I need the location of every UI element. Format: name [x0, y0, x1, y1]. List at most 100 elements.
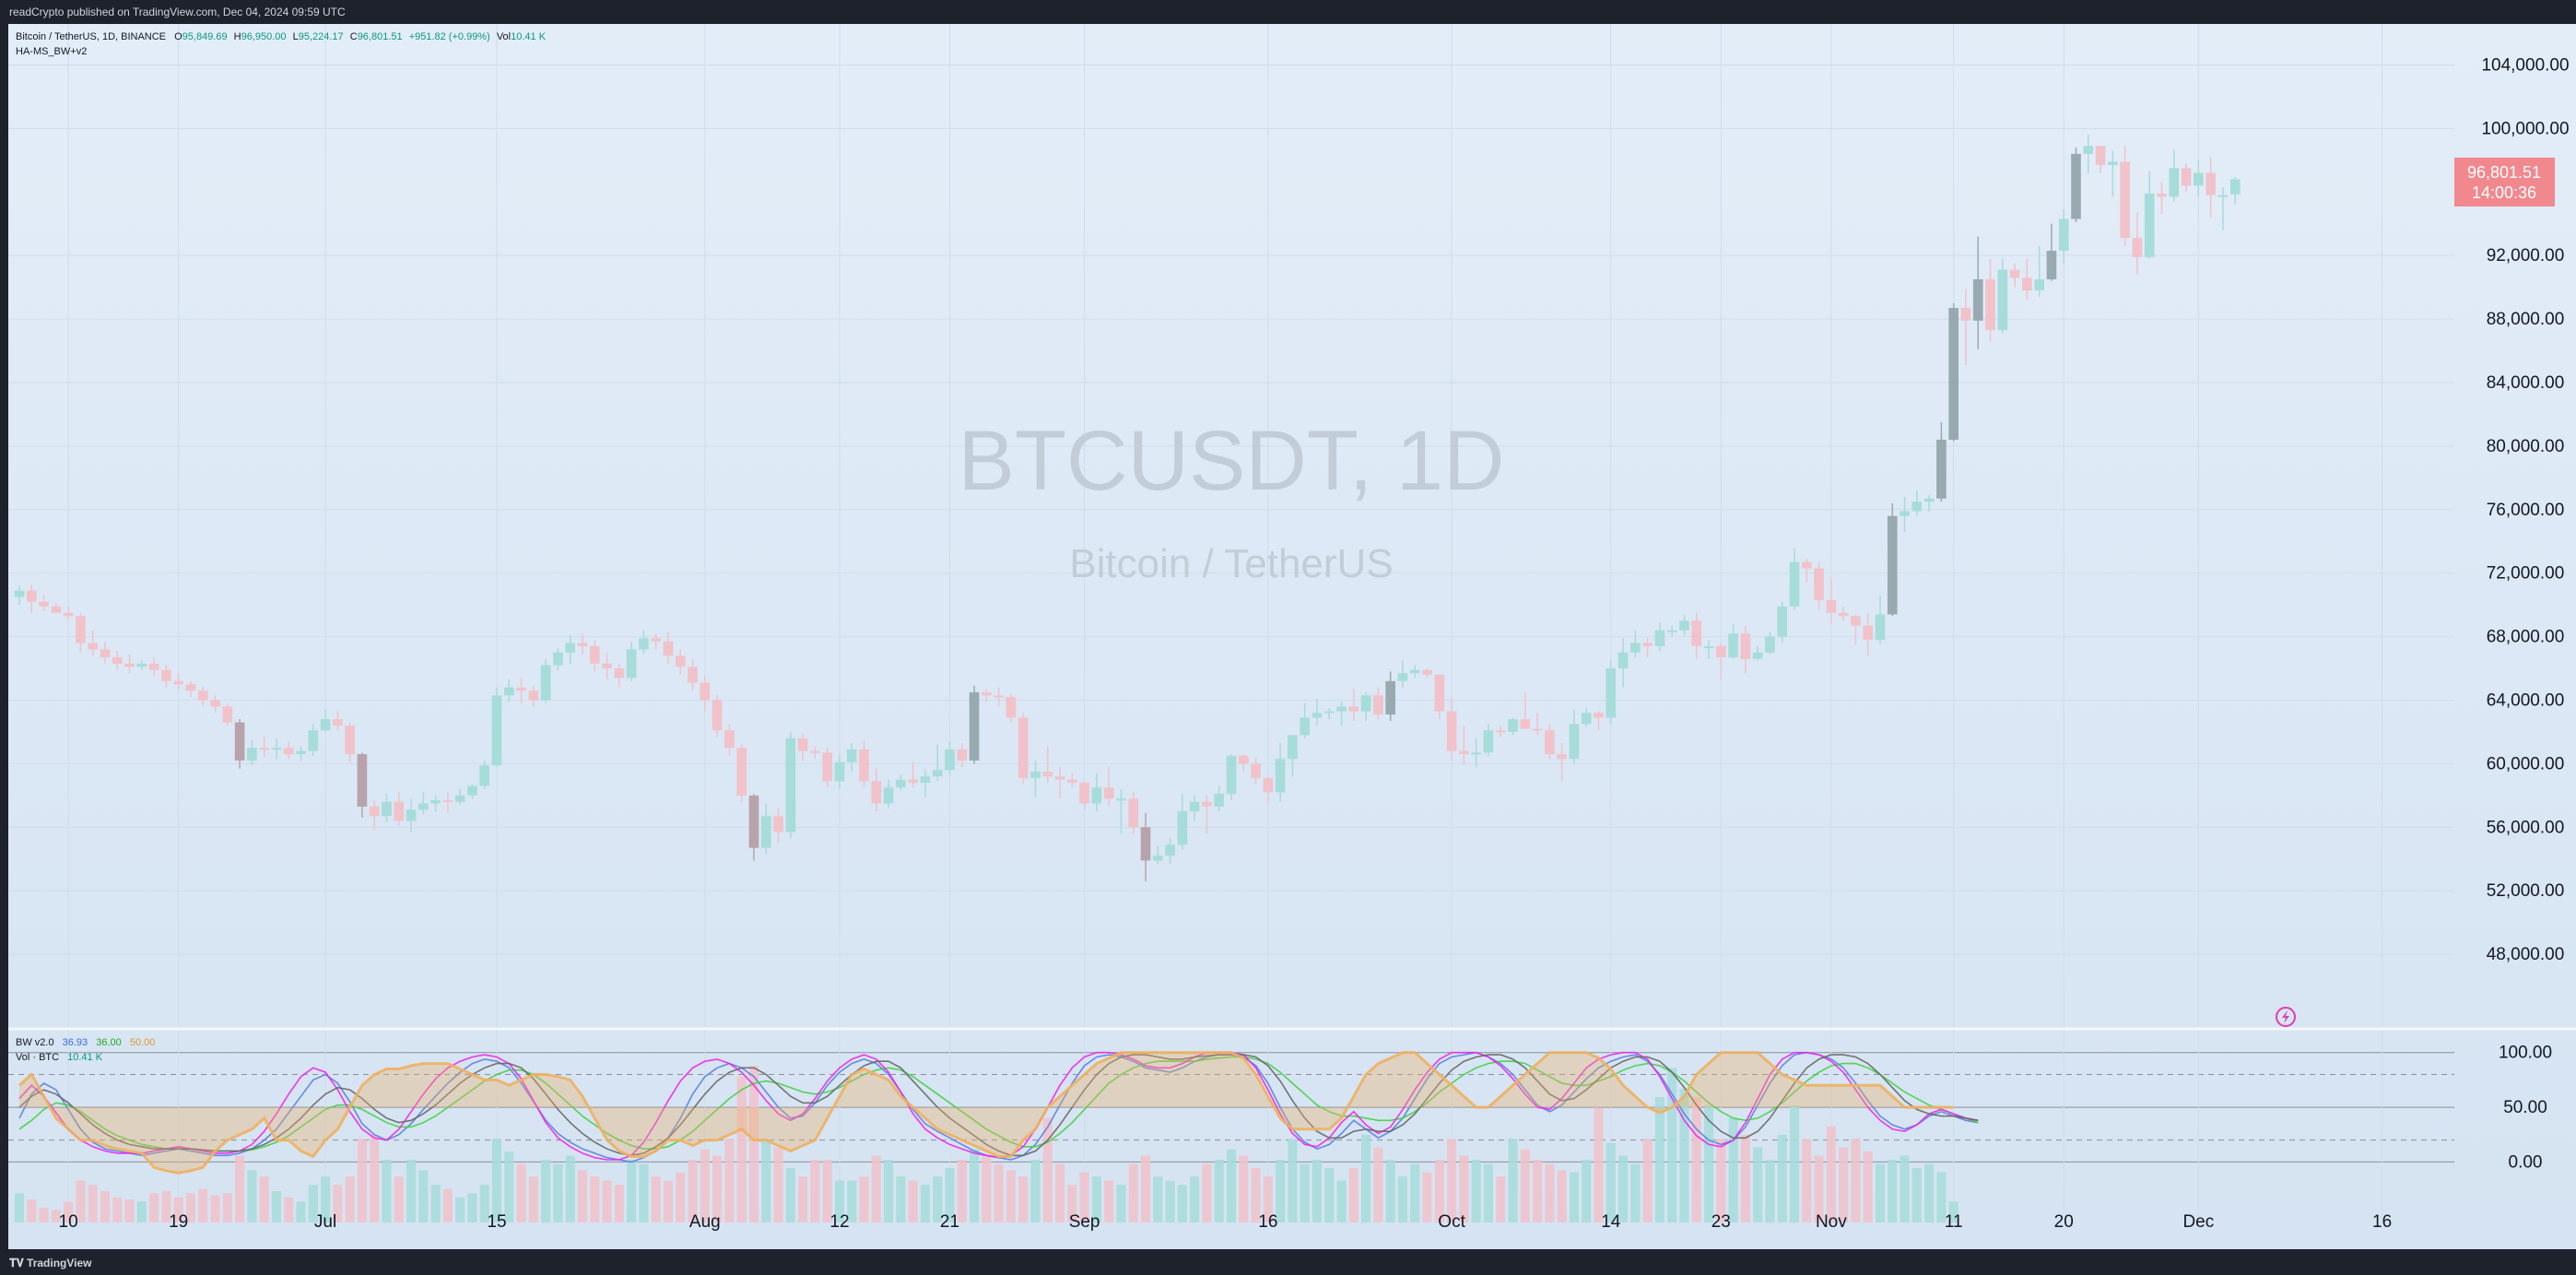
candle-body	[2144, 193, 2155, 257]
candle-body	[1483, 730, 1494, 753]
chart-area[interactable]: BTCUSDT, 1D Bitcoin / TetherUS 104,000.0…	[8, 24, 2576, 1249]
candle-body	[173, 680, 183, 685]
volume-bar	[479, 1185, 489, 1222]
candle-body	[1887, 515, 1898, 615]
lightning-icon[interactable]	[2276, 1007, 2296, 1027]
candle-body	[994, 695, 1004, 698]
volume-bar	[357, 1139, 367, 1222]
price-tag	[2454, 158, 2555, 207]
volume-bar	[1239, 1155, 1249, 1222]
volume-bar	[1618, 1155, 1629, 1222]
volume-bar	[1190, 1176, 1200, 1222]
volume-bar	[1202, 1163, 1212, 1222]
y-tick-label: 68,000.00	[2487, 628, 2565, 647]
volume-bar	[982, 1155, 992, 1222]
volume-bar	[333, 1185, 343, 1222]
volume-bar	[321, 1176, 331, 1222]
volume-bar	[884, 1160, 894, 1222]
volume-bar	[1324, 1168, 1335, 1222]
candle-body	[382, 801, 392, 817]
volume-bar	[1434, 1160, 1444, 1222]
candle-body	[76, 616, 86, 643]
volume-bar	[1471, 1160, 1481, 1222]
volume-bar	[1140, 1155, 1151, 1222]
x-tick-label: Dec	[2182, 1212, 2214, 1232]
candle-body	[2022, 277, 2032, 291]
x-tick-label: 16	[1258, 1212, 1277, 1232]
tradingview-logo[interactable]: 𝐓𝐕 TradingView	[9, 1257, 92, 1270]
y-tick-label: 104,000.00	[2481, 55, 2569, 75]
legend-indicator[interactable]: HA-MS_BW+v2	[16, 46, 87, 57]
price-axis[interactable]: 104,000.00 100,000.00 92,000.00 88,000.00 84…	[2481, 55, 2569, 1172]
volume-bar	[712, 1155, 723, 1222]
time-axis[interactable]: 10 19 Jul 15 Aug 12 21 Sep 16 Oct 14 23 Nov 11 20 Dec 16	[59, 1212, 2393, 1232]
candle-body	[1214, 794, 1225, 807]
volume-bar	[173, 1197, 183, 1222]
candle-body	[724, 730, 735, 749]
volume-bar	[577, 1170, 588, 1222]
volume-bar	[859, 1176, 869, 1222]
volume-bar	[1165, 1180, 1175, 1222]
candle-body	[1948, 308, 1958, 440]
candle-body	[957, 749, 968, 761]
candle-body	[1091, 787, 1102, 804]
watermark-ticker: BTCUSDT, 1D	[959, 414, 1505, 508]
volume-bar	[1263, 1176, 1273, 1222]
candle-body	[1471, 752, 1481, 755]
candle-body	[1752, 652, 1763, 659]
chart-svg[interactable]: BTCUSDT, 1D Bitcoin / TetherUS 104,000.0…	[8, 24, 2576, 1249]
x-tick-label: 11	[1945, 1212, 1963, 1232]
candle-body	[1397, 673, 1408, 681]
volume-bar	[161, 1191, 171, 1222]
volume-bar	[1851, 1139, 1861, 1222]
osc-tick-label: 100.00	[2499, 1044, 2552, 1063]
volume-bar	[1826, 1126, 1836, 1222]
volume-bar	[284, 1197, 294, 1222]
candle-body	[700, 682, 711, 701]
volume-bar	[1728, 1117, 1738, 1222]
candle-body	[2120, 161, 2130, 239]
candle-body	[932, 770, 943, 777]
publish-note: readCrypto published on TradingView.com,…	[9, 6, 346, 18]
volume-bar	[418, 1170, 429, 1222]
candle-body	[161, 669, 171, 681]
candle-body	[491, 695, 502, 766]
candle-body	[1128, 798, 1139, 828]
volume-bar	[198, 1188, 208, 1222]
candle-body	[467, 785, 477, 796]
volume-bar	[1582, 1160, 1592, 1222]
volume-bar	[442, 1188, 453, 1222]
candle-body	[1152, 856, 1163, 861]
candle-body	[1422, 669, 1432, 675]
candle-body	[1569, 724, 1580, 760]
candle-body	[1923, 498, 1935, 502]
candle-body	[1103, 787, 1114, 799]
x-tick-label: 23	[1711, 1212, 1731, 1232]
candle-body	[1042, 772, 1053, 777]
volume-bar	[1300, 1163, 1310, 1222]
price-tag-value: 96,801.51	[2467, 163, 2541, 182]
candle-body	[810, 750, 820, 753]
candle-body	[479, 765, 490, 786]
candle-body	[2229, 179, 2241, 195]
candle-body	[712, 700, 723, 731]
candle-body	[504, 687, 514, 696]
candle-body	[197, 691, 208, 701]
volume-bar	[528, 1176, 538, 1222]
candle-body	[1238, 755, 1249, 764]
y-tick-label: 88,000.00	[2487, 310, 2565, 329]
candle-body	[308, 730, 319, 751]
candle-body	[100, 649, 111, 657]
volume-bar	[491, 1139, 502, 1222]
volume-bar	[994, 1163, 1004, 1222]
x-tick-label: Jul	[314, 1212, 336, 1232]
volume-bar	[1789, 1105, 1800, 1222]
candle-body	[394, 801, 405, 821]
lower-legend-bw[interactable]: BW v2.0 36.93 36.00 50.00	[16, 1037, 155, 1048]
candle-body	[1116, 798, 1126, 801]
lower-legend-vol[interactable]: Vol · BTC 10.41 K	[16, 1052, 103, 1063]
candle-body	[1300, 717, 1311, 736]
x-tick-label: 10	[59, 1212, 78, 1232]
x-tick-label: Sep	[1069, 1212, 1100, 1232]
candle-body	[1777, 606, 1788, 637]
